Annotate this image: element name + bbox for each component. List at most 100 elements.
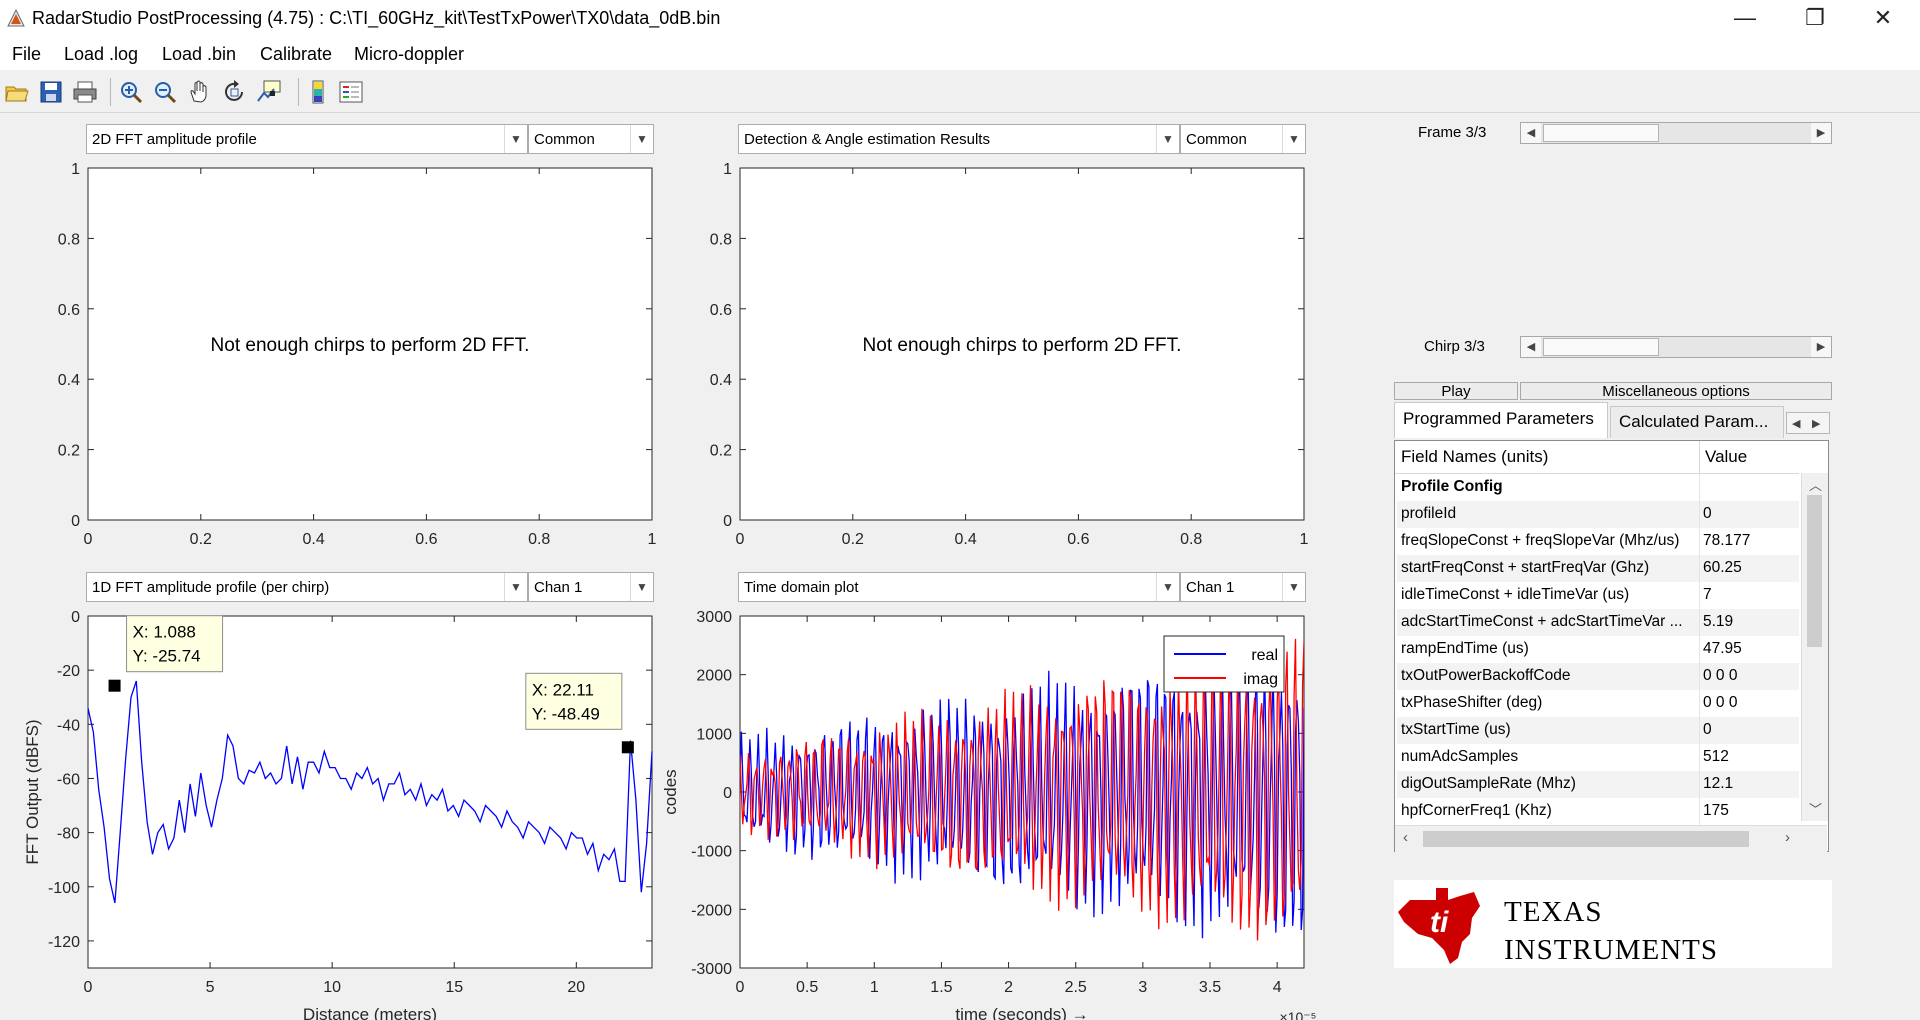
table-row[interactable]: txStartTime (us) 0 <box>1397 717 1799 744</box>
table-row[interactable]: numAdcSamples 512 <box>1397 744 1799 771</box>
chirp-slider-thumb[interactable] <box>1543 338 1659 356</box>
value-cell: 0 <box>1703 721 1712 738</box>
chevron-down-icon: ▼ <box>1282 573 1305 601</box>
horizontal-scrollbar-thumb[interactable] <box>1423 831 1749 847</box>
bl-y-tick-label: 0 <box>71 609 80 626</box>
tl-option-select-value: Common <box>534 131 595 148</box>
chevron-right-icon[interactable]: ▶ <box>1811 337 1831 357</box>
chevron-left-icon[interactable]: ◀ <box>1792 418 1801 430</box>
chevron-right-icon[interactable]: ▶ <box>1811 123 1831 143</box>
chevron-right-icon[interactable]: ▶ <box>1812 418 1821 430</box>
value-cell: 0 0 0 <box>1703 667 1738 684</box>
bl-datatip-y: Y: -25.74 <box>133 647 201 666</box>
bl-y-tick-label: -40 <box>57 717 80 734</box>
value-cell: 12.1 <box>1703 775 1734 792</box>
br-x-axis-label: time (seconds) → <box>955 1005 1088 1020</box>
colorbar-icon[interactable] <box>306 79 332 105</box>
br-y-axis-label: codes <box>661 769 680 814</box>
chevron-up-icon[interactable]: ︿ <box>1809 478 1823 493</box>
br-y-tick-label: 2000 <box>696 668 732 685</box>
tr-y-tick-label: 0.4 <box>710 372 732 389</box>
chevron-right-icon[interactable]: › <box>1785 829 1790 846</box>
tr-y-tick-label: 0.6 <box>710 302 732 319</box>
menu-micro-doppler[interactable]: Micro-doppler <box>354 44 465 64</box>
chevron-down-icon: ▼ <box>1282 125 1305 153</box>
print-icon[interactable] <box>72 79 98 105</box>
misc-options-button[interactable]: Miscellaneous options <box>1520 382 1832 400</box>
tr-x-tick-label: 0.6 <box>1067 531 1089 548</box>
tr-option-select-value: Common <box>1186 131 1247 148</box>
frame-slider[interactable]: ◀ ▶ <box>1520 122 1832 144</box>
table-row[interactable]: rampEndTime (us) 47.95 <box>1397 636 1799 663</box>
table-row[interactable]: freqSlopeConst + freqSlopeVar (Mhz/us) 78… <box>1397 528 1799 555</box>
tr-message: Not enough chirps to perform 2D FFT. <box>863 335 1182 356</box>
table-row[interactable]: idleTimeConst + idleTimeVar (us) 7 <box>1397 582 1799 609</box>
zoom-in-icon[interactable] <box>118 79 144 105</box>
close-button[interactable]: ✕ <box>1873 5 1893 30</box>
chevron-down-icon: ▼ <box>630 125 653 153</box>
tr-option-select[interactable]: Common ▼ <box>1180 124 1306 154</box>
tab-programmed-parameters[interactable]: Programmed Parameters <box>1394 402 1608 438</box>
br-y-tick-label: -2000 <box>691 902 732 919</box>
bl-channel-select[interactable]: Chan 1 ▼ <box>528 572 654 602</box>
vertical-scrollbar-thumb[interactable] <box>1807 495 1822 647</box>
minimize-button[interactable]: — <box>1734 5 1756 30</box>
app-icon <box>7 8 25 27</box>
tr-y-tick-label: 0.2 <box>710 443 732 460</box>
horizontal-scrollbar[interactable]: ‹ › <box>1395 825 1827 852</box>
play-button[interactable]: Play <box>1394 382 1518 400</box>
table-row[interactable]: txPhaseShifter (deg) 0 0 0 <box>1397 690 1799 717</box>
open-icon[interactable] <box>4 79 30 105</box>
br-y-tick-label: 1000 <box>696 726 732 743</box>
br-channel-select[interactable]: Chan 1 ▼ <box>1180 572 1306 602</box>
legend-icon[interactable] <box>338 79 364 105</box>
chevron-down-icon: ▼ <box>504 573 527 601</box>
column-header-field-names[interactable]: Field Names (units) <box>1401 447 1549 466</box>
bl-y-tick-label: -60 <box>57 771 80 788</box>
save-icon[interactable] <box>38 79 64 105</box>
bl-x-tick-label: 5 <box>206 979 215 996</box>
tl-plot-select[interactable]: 2D FFT amplitude profile ▼ <box>86 124 528 154</box>
table-row[interactable]: adcStartTimeConst + adcStartTimeVar ... 5… <box>1397 609 1799 636</box>
data-cursor-icon[interactable] <box>256 79 282 105</box>
chevron-left-icon[interactable]: ◀ <box>1521 337 1541 357</box>
tab-calculated-label: Calculated Param... <box>1619 412 1769 431</box>
br-plot-select[interactable]: Time domain plot ▼ <box>738 572 1180 602</box>
vertical-scrollbar[interactable]: ︿ ﹀ <box>1801 473 1828 821</box>
bl-plot-select-value: 1D FFT amplitude profile (per chirp) <box>92 579 330 596</box>
menu-load-bin[interactable]: Load .bin <box>162 44 237 64</box>
frame-slider-thumb[interactable] <box>1543 124 1659 142</box>
br-x-tick-label: 3 <box>1138 979 1147 996</box>
table-row[interactable]: hpfCornerFreq1 (Khz) 175 <box>1397 798 1799 825</box>
field-name-cell: numAdcSamples <box>1401 748 1519 765</box>
chirp-slider[interactable]: ◀ ▶ <box>1520 336 1832 358</box>
pan-icon[interactable] <box>186 79 212 105</box>
maximize-button[interactable]: ❐ <box>1805 5 1825 30</box>
chevron-down-icon: ▼ <box>630 573 653 601</box>
bl-datatip-x: X: 1.088 <box>133 623 196 642</box>
chevron-left-icon[interactable]: ‹ <box>1403 829 1408 846</box>
menu-file[interactable]: File <box>12 44 42 64</box>
field-name-cell: txOutPowerBackoffCode <box>1401 667 1571 684</box>
tr-y-tick-label: 1 <box>723 161 732 178</box>
column-header-value[interactable]: Value <box>1705 447 1748 466</box>
table-row[interactable]: startFreqConst + startFreqVar (Ghz) 60.25 <box>1397 555 1799 582</box>
br-legend-label: real <box>1251 647 1278 664</box>
br-x-tick-label: 0.5 <box>796 979 818 996</box>
tl-option-select[interactable]: Common ▼ <box>528 124 654 154</box>
tab-calculated-parameters[interactable]: Calculated Param... <box>1610 406 1784 438</box>
table-row[interactable]: txOutPowerBackoffCode 0 0 0 <box>1397 663 1799 690</box>
chevron-down-icon[interactable]: ﹀ <box>1809 802 1823 817</box>
menu-load-log[interactable]: Load .log <box>64 44 139 64</box>
tl-y-tick-label: 0.4 <box>58 372 80 389</box>
tl-plot-select-value: 2D FFT amplitude profile <box>92 131 257 148</box>
menu-calibrate[interactable]: Calibrate <box>260 44 333 64</box>
zoom-out-icon[interactable] <box>152 79 178 105</box>
bl-plot-select[interactable]: 1D FFT amplitude profile (per chirp) ▼ <box>86 572 528 602</box>
rotate-icon[interactable] <box>222 79 248 105</box>
tr-plot-select[interactable]: Detection & Angle estimation Results ▼ <box>738 124 1180 154</box>
table-row[interactable]: profileId 0 <box>1397 501 1799 528</box>
table-row[interactable]: digOutSampleRate (Mhz) 12.1 <box>1397 771 1799 798</box>
field-name-cell: adcStartTimeConst + adcStartTimeVar ... <box>1401 613 1683 630</box>
chevron-left-icon[interactable]: ◀ <box>1521 123 1541 143</box>
